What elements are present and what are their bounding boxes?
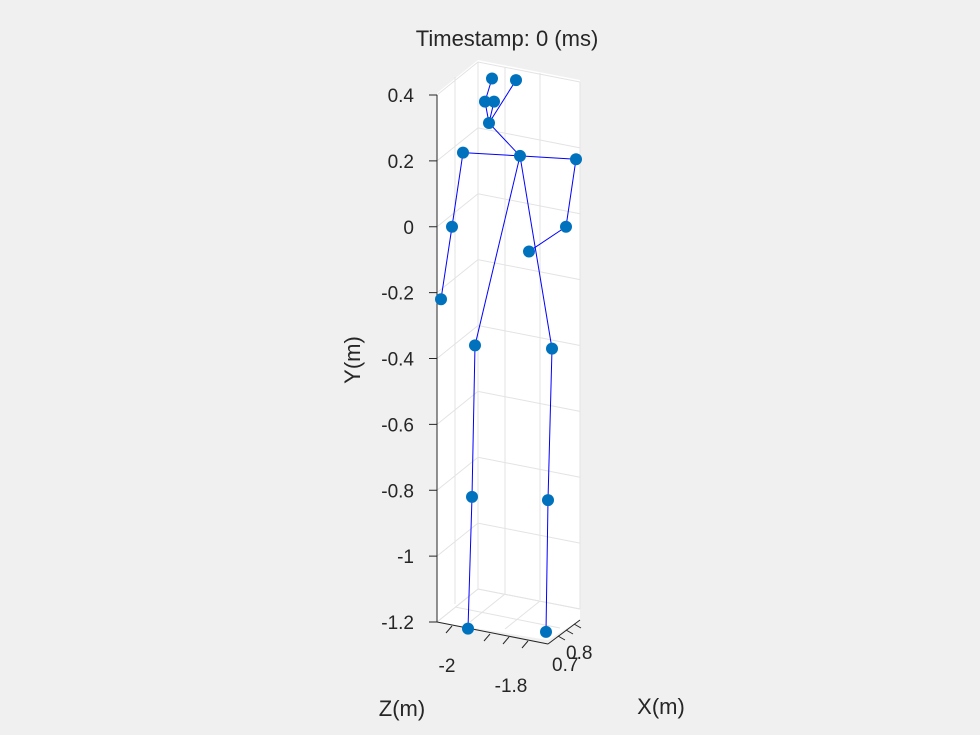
floor-grid xyxy=(469,593,506,623)
bone-knee-left-to-foot-left xyxy=(467,496,473,629)
bone-hip-right-to-knee-right xyxy=(547,348,553,501)
chart-title: Timestamp: 0 (ms) xyxy=(416,26,599,51)
z-tick-labels: -2 -1.8 xyxy=(439,656,528,697)
skeleton-joints xyxy=(435,72,582,638)
x-tick xyxy=(557,635,566,641)
z-tick xyxy=(445,625,453,634)
z-tick xyxy=(502,636,510,645)
bone-shoulder-left-to-elbow-left xyxy=(451,152,464,227)
joint-neck xyxy=(483,116,495,129)
bone-spine-shoulder-to-shoulder-left xyxy=(462,152,521,157)
joint-hand-left xyxy=(435,293,447,306)
joint-head-mid-left xyxy=(479,95,491,108)
joint-foot-left xyxy=(462,622,474,635)
y-tick-label: 0.4 xyxy=(388,86,415,107)
joint-shoulder-left xyxy=(457,146,469,159)
joint-knee-left xyxy=(466,490,478,503)
y-tick-label: 0 xyxy=(403,218,414,239)
joint-knee-right xyxy=(542,494,554,507)
plot-back-panel xyxy=(437,60,580,640)
joint-head-right xyxy=(510,74,522,87)
x-tick-labels: 0.80.7 xyxy=(552,643,592,676)
x-tick xyxy=(573,623,582,629)
z-tick xyxy=(483,633,491,642)
joint-spine-shoulder xyxy=(514,149,526,162)
bone-neck-to-spine-shoulder xyxy=(488,122,521,157)
joint-hip-right xyxy=(546,342,558,355)
y-axis-label: Y(m) xyxy=(340,336,365,384)
z-tick-label: -2 xyxy=(439,656,456,677)
bone-shoulder-right-to-elbow-right xyxy=(565,159,577,227)
axes-frame xyxy=(429,94,582,649)
z-axis-line xyxy=(436,621,549,645)
bone-hip-left-to-knee-left xyxy=(471,345,476,497)
joint-head-left xyxy=(486,72,498,85)
y-tick-label: 0.2 xyxy=(388,152,414,173)
joint-elbow-right xyxy=(560,220,572,233)
x-tick-label: 0.7 xyxy=(552,655,578,676)
y-tick-label: -1 xyxy=(397,547,414,568)
joint-hand-right xyxy=(523,245,535,258)
joint-hip-left xyxy=(469,339,481,352)
joint-shoulder-right xyxy=(570,153,582,166)
bone-head-right-to-neck xyxy=(488,79,517,124)
x-tick xyxy=(565,629,574,635)
joint-foot-right xyxy=(540,625,552,638)
x-axis-label: X(m) xyxy=(637,694,685,719)
bone-knee-right-to-foot-right xyxy=(545,500,549,632)
y-tick-label: -0.8 xyxy=(381,481,414,502)
y-tick-labels: 0.4 0.2 0 -0.2 -0.4 -0.6 -0.8 -1 -1.2 xyxy=(381,86,414,634)
bone-spine-shoulder-to-hip-left xyxy=(474,155,521,346)
bone-spine-shoulder-to-hip-right xyxy=(519,155,553,349)
bone-spine-shoulder-to-shoulder-right xyxy=(519,155,577,160)
y-tick-label: -0.2 xyxy=(381,284,414,305)
joint-head-mid-right xyxy=(488,95,500,108)
floor-grid xyxy=(504,600,541,630)
y-tick-label: -0.4 xyxy=(381,350,414,371)
y-tick-label: -0.6 xyxy=(381,415,414,436)
joint-elbow-left xyxy=(446,220,458,233)
floor-grid xyxy=(454,606,561,629)
bone-elbow-left-to-hand-left xyxy=(440,226,453,300)
z-tick-label: -1.8 xyxy=(495,676,528,697)
z-tick xyxy=(521,640,529,649)
y-tick-label: -1.2 xyxy=(381,613,414,634)
x-tick-label: 0.8 xyxy=(566,643,592,664)
z-axis-label: Z(m) xyxy=(379,696,425,721)
